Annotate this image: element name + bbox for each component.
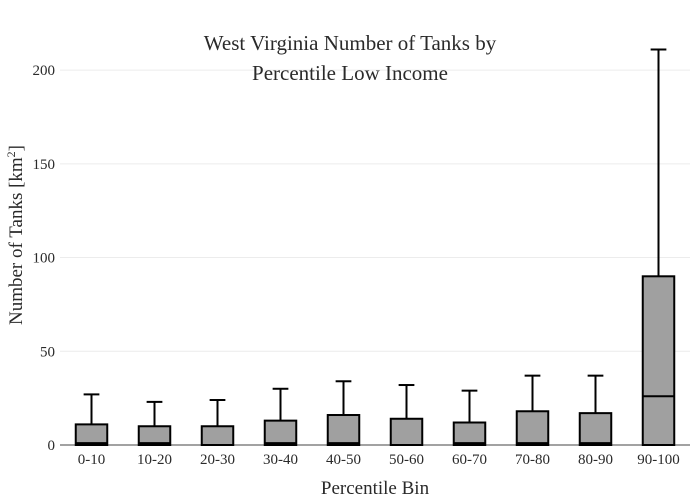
iqr-box — [515, 410, 550, 447]
x-tick-label: 10-20 — [137, 452, 172, 468]
chart-title-line-1: West Virginia Number of Tanks by — [204, 31, 497, 55]
box-60-70 — [452, 389, 487, 447]
x-tick-label: 0-10 — [78, 452, 106, 468]
iqr-box — [74, 423, 109, 447]
iqr-box — [389, 417, 424, 447]
y-axis-title-text: Number of Tanks [km — [6, 157, 27, 325]
chart-title-line-2: Percentile Low Income — [252, 61, 448, 85]
box-20-30 — [200, 399, 235, 447]
box-90-100 — [641, 48, 676, 447]
y-axis-title-superscript: 2 — [4, 151, 18, 157]
iqr-box — [200, 425, 235, 447]
boxes — [74, 48, 676, 447]
y-axis-title: Number of Tanks [km2] — [4, 145, 27, 325]
iqr-box — [137, 425, 172, 447]
y-axis-title-close: ] — [6, 145, 27, 151]
iqr-box — [452, 421, 487, 447]
x-axis-title: Percentile Bin — [321, 478, 430, 499]
x-tick-label: 30-40 — [263, 452, 298, 468]
iqr-box — [326, 414, 361, 447]
x-tick-label: 40-50 — [326, 452, 361, 468]
box-50-60 — [389, 384, 424, 447]
y-tick-label: 200 — [33, 63, 56, 79]
x-tick-label: 80-90 — [578, 452, 613, 468]
iqr-box — [641, 275, 676, 447]
y-tick-label: 150 — [33, 157, 56, 173]
x-tick-label: 60-70 — [452, 452, 487, 468]
y-tick-labels: 0 50 100 150 200 — [33, 63, 56, 454]
x-tick-labels: 0-10 10-20 20-30 30-40 40-50 50-60 60-70 70-80 8… — [78, 452, 680, 468]
box-0-10 — [74, 393, 109, 447]
x-tick-label: 90-100 — [637, 452, 680, 468]
box-70-80 — [515, 374, 550, 447]
iqr-box — [263, 419, 298, 447]
y-tick-label: 100 — [33, 251, 56, 267]
x-tick-label: 20-30 — [200, 452, 235, 468]
box-40-50 — [326, 380, 361, 447]
box-80-90 — [578, 374, 613, 447]
box-10-20 — [137, 400, 172, 447]
x-tick-label: 50-60 — [389, 452, 424, 468]
iqr-box — [578, 412, 613, 447]
x-tick-label: 70-80 — [515, 452, 550, 468]
y-tick-label: 50 — [40, 344, 55, 360]
gridlines — [60, 69, 690, 352]
y-tick-label: 0 — [48, 438, 56, 454]
box-30-40 — [263, 387, 298, 447]
